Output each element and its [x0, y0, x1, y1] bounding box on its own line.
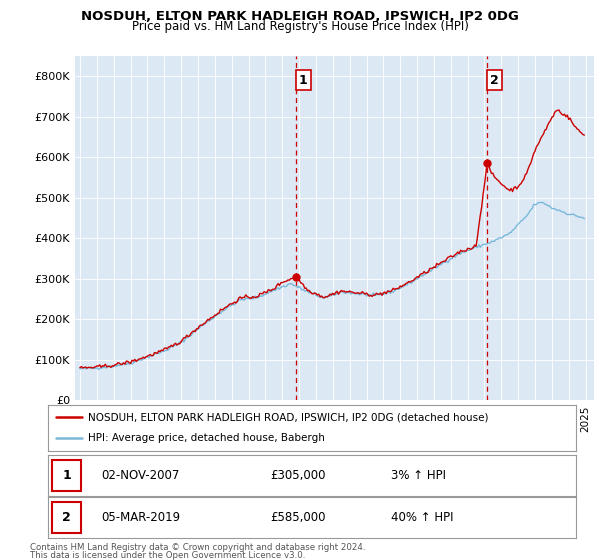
- Text: 1: 1: [62, 469, 71, 482]
- Text: Contains HM Land Registry data © Crown copyright and database right 2024.: Contains HM Land Registry data © Crown c…: [30, 543, 365, 552]
- Text: 2: 2: [62, 511, 71, 524]
- Text: 1: 1: [299, 73, 308, 87]
- Text: £585,000: £585,000: [270, 511, 325, 524]
- Text: 05-MAR-2019: 05-MAR-2019: [101, 511, 180, 524]
- Text: This data is licensed under the Open Government Licence v3.0.: This data is licensed under the Open Gov…: [30, 551, 305, 560]
- Text: NOSDUH, ELTON PARK HADLEIGH ROAD, IPSWICH, IP2 0DG (detached house): NOSDUH, ELTON PARK HADLEIGH ROAD, IPSWIC…: [88, 412, 488, 422]
- Text: Price paid vs. HM Land Registry's House Price Index (HPI): Price paid vs. HM Land Registry's House …: [131, 20, 469, 33]
- Text: NOSDUH, ELTON PARK HADLEIGH ROAD, IPSWICH, IP2 0DG: NOSDUH, ELTON PARK HADLEIGH ROAD, IPSWIC…: [81, 10, 519, 23]
- Text: HPI: Average price, detached house, Babergh: HPI: Average price, detached house, Babe…: [88, 433, 325, 444]
- Text: 2: 2: [490, 73, 499, 87]
- Text: £305,000: £305,000: [270, 469, 325, 482]
- Text: 40% ↑ HPI: 40% ↑ HPI: [391, 511, 454, 524]
- Text: 3% ↑ HPI: 3% ↑ HPI: [391, 469, 446, 482]
- Text: 02-NOV-2007: 02-NOV-2007: [101, 469, 179, 482]
- FancyBboxPatch shape: [52, 502, 81, 533]
- FancyBboxPatch shape: [52, 460, 81, 491]
